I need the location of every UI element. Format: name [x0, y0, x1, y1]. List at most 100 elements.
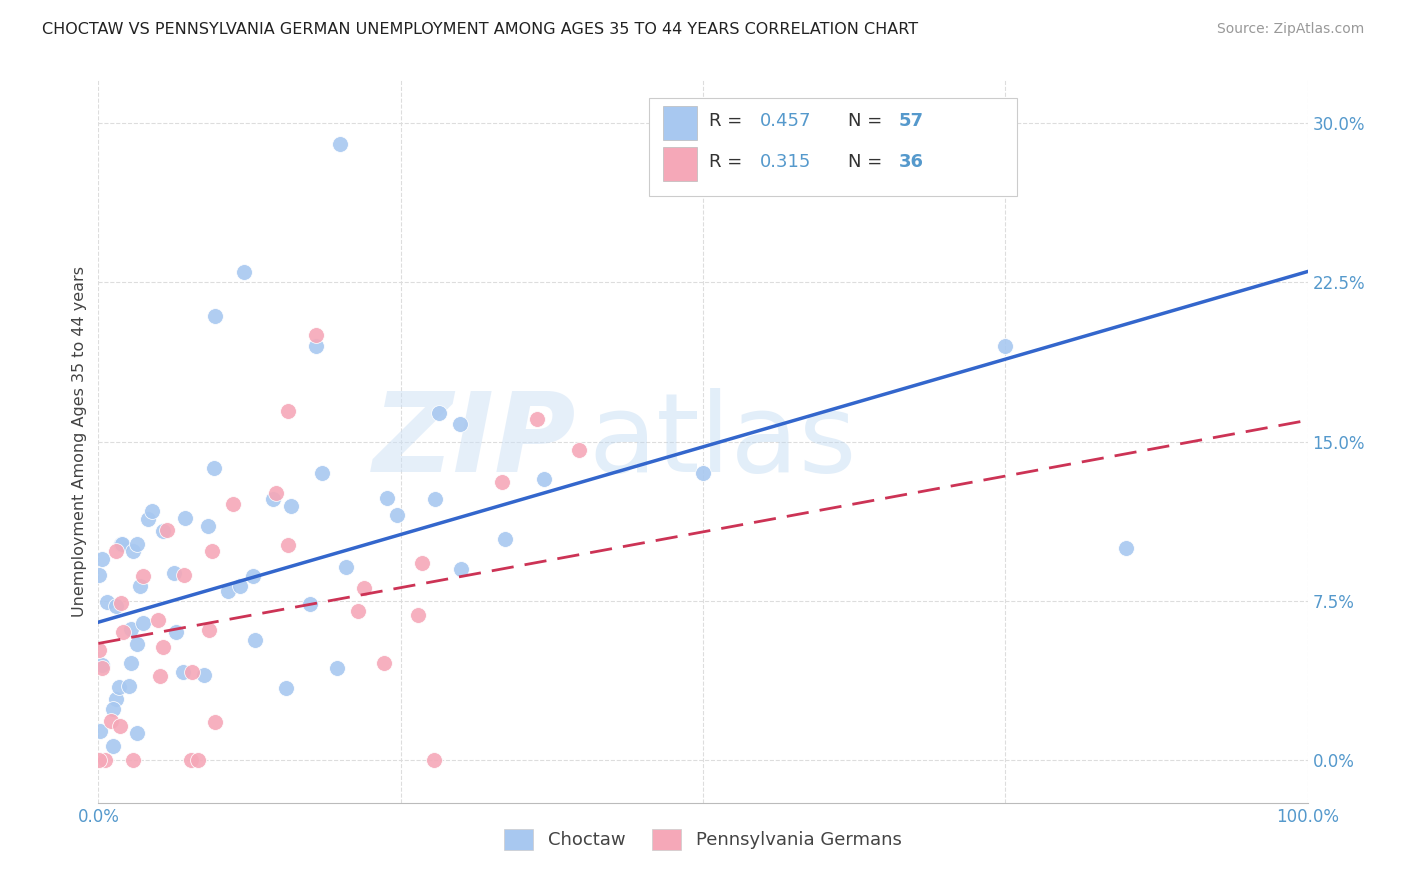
Point [423, 492, 446, 507]
Point [120, 623, 142, 637]
Text: N =: N = [848, 153, 889, 171]
Point [450, 562, 472, 576]
Point [104, 599, 127, 614]
Point [89, 753, 111, 767]
Point [141, 504, 163, 518]
Point [101, 702, 124, 716]
Point [202, 461, 225, 475]
Point [87, 642, 110, 657]
Point [111, 537, 134, 551]
Point [132, 569, 155, 583]
Point [533, 472, 555, 486]
Point [118, 679, 141, 693]
Point [232, 264, 254, 278]
Point [121, 753, 143, 767]
FancyBboxPatch shape [648, 98, 1018, 196]
Point [329, 136, 352, 151]
Point [165, 624, 187, 639]
Point [110, 596, 132, 610]
Point [280, 499, 302, 513]
Point [125, 637, 148, 651]
Text: atlas: atlas [588, 388, 856, 495]
Point [89, 723, 111, 738]
Point [105, 691, 128, 706]
Point [149, 669, 172, 683]
Text: N =: N = [848, 112, 889, 130]
Point [132, 616, 155, 631]
Text: Source: ZipAtlas.com: Source: ZipAtlas.com [1216, 22, 1364, 37]
Point [187, 753, 209, 767]
Point [155, 523, 177, 537]
Point [242, 569, 264, 583]
Point [197, 519, 219, 533]
Point [411, 557, 433, 571]
Point [277, 538, 299, 552]
Point [110, 537, 132, 551]
Point [1115, 541, 1137, 555]
Point [136, 512, 159, 526]
Point [266, 486, 288, 500]
Text: 0.315: 0.315 [759, 153, 811, 171]
Point [353, 581, 375, 595]
Point [347, 604, 370, 618]
Point [305, 339, 328, 353]
Point [245, 633, 267, 648]
Point [274, 681, 297, 696]
Point [91, 551, 114, 566]
Point [198, 623, 221, 637]
Point [172, 665, 194, 679]
Point [335, 560, 357, 574]
Point [221, 497, 243, 511]
Point [568, 442, 591, 457]
Text: 0.457: 0.457 [759, 112, 811, 130]
Point [385, 508, 408, 522]
Text: 36: 36 [898, 153, 924, 171]
Point [994, 339, 1017, 353]
Point [298, 597, 321, 611]
Point [204, 309, 226, 323]
Point [87, 568, 110, 582]
Point [692, 467, 714, 481]
Point [129, 579, 152, 593]
Point [449, 417, 471, 431]
Point [121, 656, 143, 670]
Point [125, 536, 148, 550]
Point [423, 753, 446, 767]
Point [406, 608, 429, 623]
Legend: Choctaw, Pennsylvania Germans: Choctaw, Pennsylvania Germans [495, 820, 911, 859]
Point [326, 660, 349, 674]
Point [193, 668, 215, 682]
Point [163, 566, 186, 580]
Point [373, 657, 395, 671]
Point [204, 715, 226, 730]
Point [200, 544, 222, 558]
Text: ZIP: ZIP [373, 388, 576, 495]
FancyBboxPatch shape [664, 147, 697, 181]
Point [91, 661, 114, 675]
FancyBboxPatch shape [664, 105, 697, 140]
Point [96, 595, 118, 609]
Point [91, 657, 114, 672]
Point [174, 511, 197, 525]
Point [305, 328, 328, 343]
Text: CHOCTAW VS PENNSYLVANIA GERMAN UNEMPLOYMENT AMONG AGES 35 TO 44 YEARS CORRELATIO: CHOCTAW VS PENNSYLVANIA GERMAN UNEMPLOYM… [42, 22, 918, 37]
Point [429, 405, 451, 419]
Point [494, 532, 516, 546]
Point [146, 613, 169, 627]
Point [122, 544, 145, 558]
Point [111, 624, 134, 639]
Point [108, 719, 131, 733]
Point [108, 680, 131, 694]
Point [100, 714, 122, 729]
Text: 57: 57 [898, 112, 924, 130]
Point [173, 567, 195, 582]
Point [181, 665, 204, 679]
Point [152, 524, 174, 539]
Text: R =: R = [709, 153, 748, 171]
Point [105, 543, 128, 558]
Point [94, 753, 117, 767]
Point [277, 404, 299, 418]
Text: R =: R = [709, 112, 748, 130]
Y-axis label: Unemployment Among Ages 35 to 44 years: Unemployment Among Ages 35 to 44 years [72, 266, 87, 617]
Point [217, 583, 239, 598]
